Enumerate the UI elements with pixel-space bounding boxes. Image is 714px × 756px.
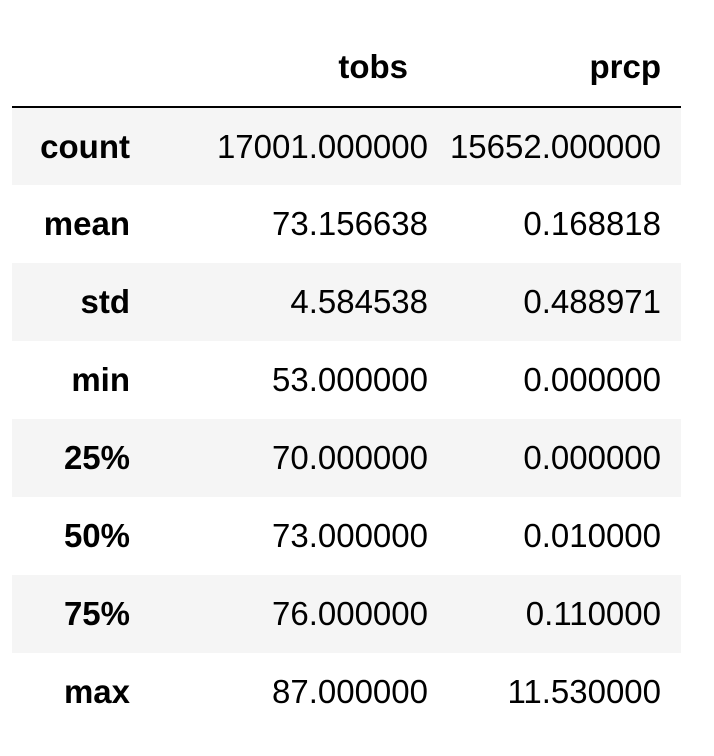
header-corner: [12, 28, 162, 108]
row-label: count: [40, 127, 130, 165]
cell-tobs: 87.000000: [272, 673, 428, 710]
table-row: count 17001.000000 15652.000000: [12, 107, 681, 185]
row-label: 50%: [63, 517, 130, 554]
cell-tobs: 4.584538: [290, 283, 428, 320]
column-header-tobs: tobs: [162, 28, 428, 108]
header-row: tobs prcp: [12, 28, 681, 108]
cell-tobs: 70.000000: [272, 439, 428, 476]
table-row: std 4.584538 0.488971: [12, 263, 681, 341]
column-header-prcp: prcp: [428, 28, 681, 108]
cell-tobs: 17001.000000: [216, 127, 428, 165]
table-row: max 87.000000 11.530000: [12, 653, 681, 731]
cell-prcp: 0.168818: [523, 205, 661, 242]
table-body: count 17001.000000 15652.000000 mean 73.…: [12, 107, 681, 731]
table-row: 25% 70.000000 0.000000: [12, 419, 681, 497]
table-row: 75% 76.000000 0.110000: [12, 575, 681, 653]
table-row: min 53.000000 0.000000: [12, 341, 681, 419]
cell-prcp: 15652.000000: [449, 127, 661, 165]
table-row: mean 73.156638 0.168818: [12, 185, 681, 263]
cell-prcp: 0.000000: [523, 361, 661, 398]
cell-tobs: 53.000000: [272, 361, 428, 398]
row-label: 75%: [63, 595, 130, 632]
cell-tobs: 73.156638: [272, 205, 428, 242]
cell-prcp: 0.488971: [523, 283, 661, 320]
table-header: tobs prcp: [12, 28, 681, 108]
describe-table: tobs prcp count 17001.000000 15652.00000…: [12, 28, 681, 731]
table-row: 50% 73.000000 0.010000: [12, 497, 681, 575]
row-label: mean: [43, 205, 130, 242]
row-label: min: [71, 361, 130, 398]
cell-prcp: 11.530000: [507, 673, 661, 710]
row-label: std: [80, 283, 131, 320]
cell-prcp: 0.010000: [523, 517, 661, 554]
row-label: max: [63, 673, 130, 710]
cell-prcp: 0.110000: [525, 595, 661, 632]
cell-tobs: 73.000000: [272, 517, 428, 554]
cell-tobs: 76.000000: [272, 595, 428, 632]
row-label: 25%: [63, 439, 130, 476]
cell-prcp: 0.000000: [523, 439, 661, 476]
